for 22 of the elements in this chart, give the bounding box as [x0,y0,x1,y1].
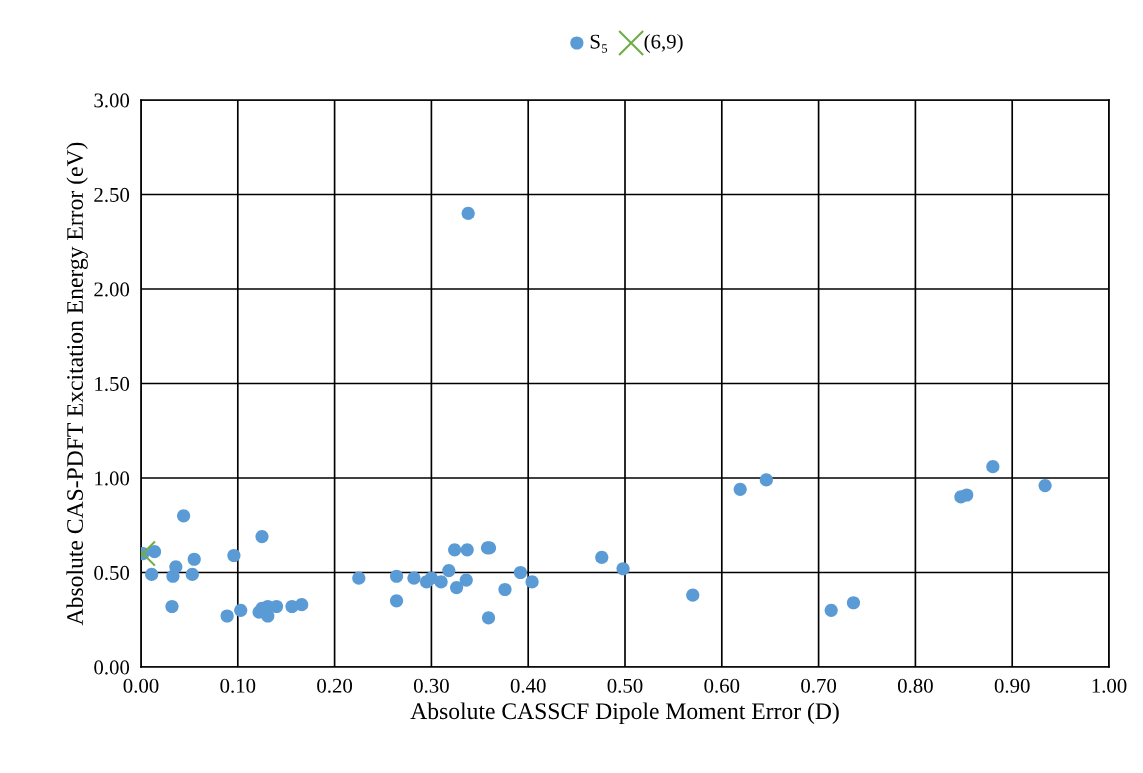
y-tick-label: 0.00 [94,660,130,675]
x-axis-title: Absolute CASSCF Dipole Moment Error (D) [410,702,839,724]
x-tick-label: 1.00 [1092,678,1127,693]
legend-label: (6,9) [644,34,683,53]
x-tick-label: 0.40 [510,678,546,693]
y-tick-label: 2.00 [94,282,130,297]
x-tick-label: 0.60 [704,678,740,693]
x-tick-label: 0.30 [413,678,449,693]
x-tick-label: 0.80 [897,678,933,693]
y-tick-label: 1.00 [95,471,130,486]
y-tick-label: 3.00 [94,93,130,108]
y-axis-title: Absolute CAS-PDFT Excitation Energy Error (eV) [66,142,88,626]
y-tick-label: 0.50 [94,565,130,581]
x-tick-label: 0.20 [317,678,353,693]
x-tick-label: 0.10 [220,678,256,693]
y-tick-label: 2.50 [94,187,130,203]
y-tick-label: 1.50 [95,376,130,392]
x-tick-label: 0.50 [607,678,643,693]
x-tick-label: 0.90 [994,678,1030,693]
x-tick-label: 0.00 [123,678,159,693]
x-tick-label: 0.70 [801,678,837,693]
legend-label: S₅ [590,34,608,53]
